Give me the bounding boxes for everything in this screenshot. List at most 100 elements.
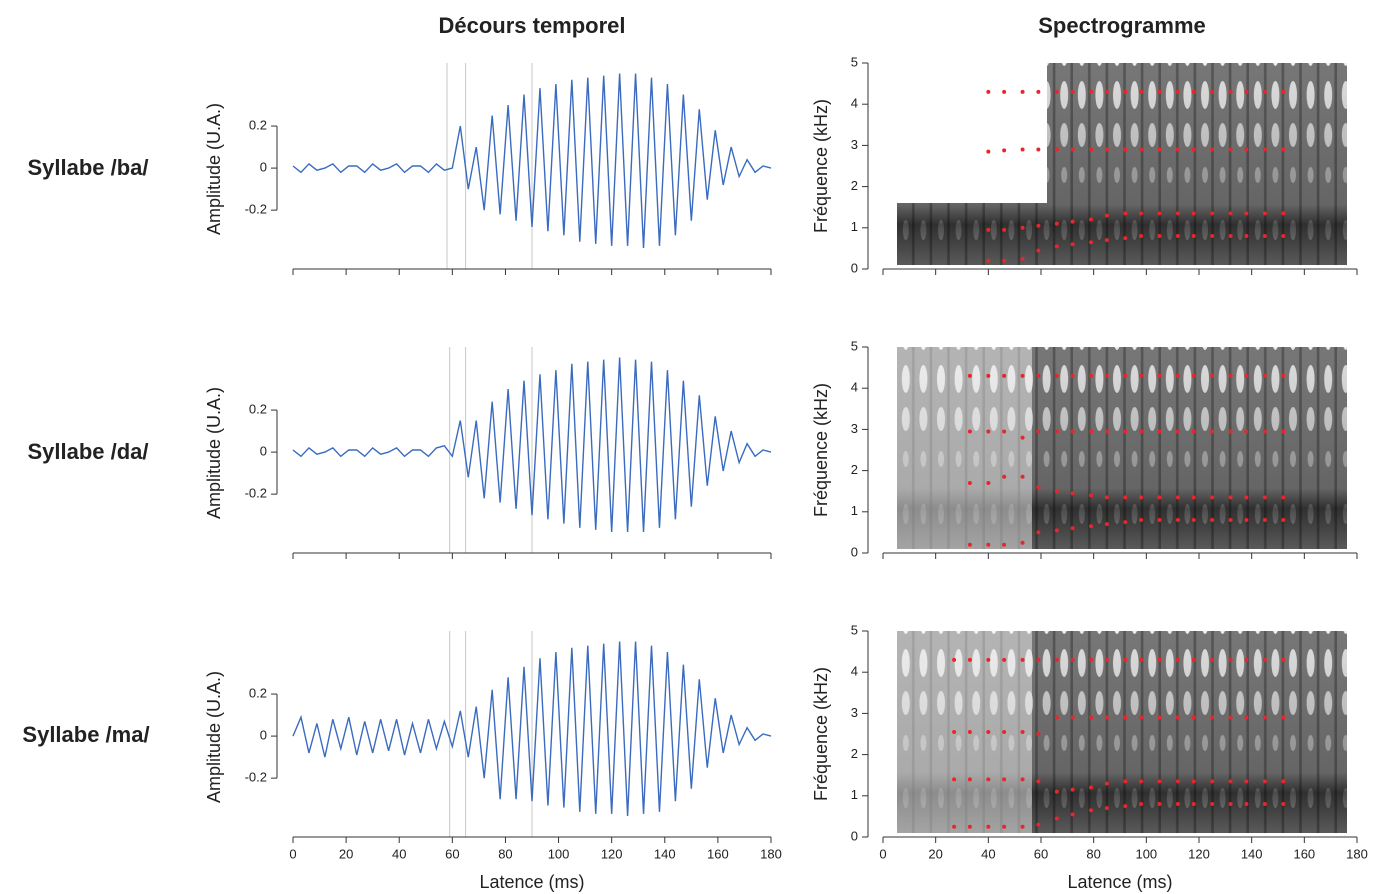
formant-point [1036,530,1041,535]
formant-point [1262,802,1267,807]
formant-point [1175,147,1180,152]
formant-point [1157,657,1162,662]
formant-point [1002,429,1007,434]
formant-point [1191,373,1196,378]
formant-point [1175,429,1180,434]
x-tick-label: 60 [445,846,459,861]
formant-point [1210,518,1215,523]
formant-point [1002,373,1007,378]
x-tick-label: 120 [1188,846,1210,861]
formant-point [1002,227,1007,232]
formant-point [1281,495,1286,500]
formant-point [1070,657,1075,662]
formant-point [1157,147,1162,152]
formant-point [1157,779,1162,784]
formant-point [1002,474,1007,479]
y-tick-label: 0.2 [249,685,267,700]
formant-point [1228,802,1233,807]
formant-point [986,729,991,734]
formant-point [1123,429,1128,434]
formant-point [1244,147,1249,152]
formant-point [1262,779,1267,784]
row-label: Syllabe /da/ [27,439,148,464]
formant-point [1191,211,1196,216]
formant-point [1070,89,1075,94]
formant-point [1281,89,1286,94]
formant-point [1157,211,1162,216]
y-tick-label: 0 [851,260,858,275]
formant-point [1244,495,1249,500]
formant-point [1089,524,1094,529]
formant-point [1020,225,1025,230]
formant-point [1157,429,1162,434]
formant-point [986,429,991,434]
formant-point [1139,779,1144,784]
formant-point [1002,657,1007,662]
formant-point [1175,495,1180,500]
x-tick-label: 140 [654,846,676,861]
formant-point [1262,657,1267,662]
formant-point [986,777,991,782]
y-tick-label: 1 [851,219,858,234]
formant-point [1054,221,1059,226]
formant-point [1210,147,1215,152]
formant-point [1054,89,1059,94]
formant-point [1228,657,1233,662]
formant-point [1262,495,1267,500]
formant-point [967,429,972,434]
formant-point [1054,429,1059,434]
formant-point [1104,429,1109,434]
formant-point [1244,373,1249,378]
formant-point [1262,373,1267,378]
formant-point [967,480,972,485]
formant-point [1210,657,1215,662]
formant-point [1281,715,1286,720]
formant-point [1036,657,1041,662]
formant-point [1104,781,1109,786]
spectrogram-image [897,631,1347,833]
formant-point [1262,211,1267,216]
x-tick-label: 0 [879,846,886,861]
formant-point [967,542,972,547]
formant-point [1104,373,1109,378]
formant-point [1104,89,1109,94]
spectrogram-mask [897,63,1047,203]
formant-point [1210,715,1215,720]
x-tick-label: 100 [548,846,570,861]
formant-point [1020,435,1025,440]
y-tick-label: -0.2 [245,486,267,501]
formant-point [1123,211,1128,216]
formant-point [1157,89,1162,94]
formant-point [1139,802,1144,807]
formant-point [1089,429,1094,434]
formant-point [1139,657,1144,662]
formant-point [1210,373,1215,378]
y-axis-label: Fréquence (kHz) [811,383,831,517]
formant-point [1036,429,1041,434]
formant-point [1139,518,1144,523]
formant-point [1191,802,1196,807]
formant-point [1228,373,1233,378]
formant-point [1002,89,1007,94]
formant-point [1036,248,1041,253]
formant-point [986,258,991,263]
formant-point [1175,234,1180,239]
formant-point [1244,779,1249,784]
formant-point [1210,89,1215,94]
formant-point [1020,474,1025,479]
formant-point [1070,787,1075,792]
formant-point [1036,147,1041,152]
formant-point [1175,518,1180,523]
row-label: Syllabe /ba/ [27,155,148,180]
y-tick-label: 3 [851,137,858,152]
formant-point [1175,373,1180,378]
formant-point [1036,89,1041,94]
formant-point [1054,489,1059,494]
spectrogram-shade [897,631,1347,833]
x-axis-label: Latence (ms) [479,872,584,892]
formant-point [1210,779,1215,784]
formant-point [986,824,991,829]
formant-point [1123,236,1128,241]
formant-point [1054,657,1059,662]
